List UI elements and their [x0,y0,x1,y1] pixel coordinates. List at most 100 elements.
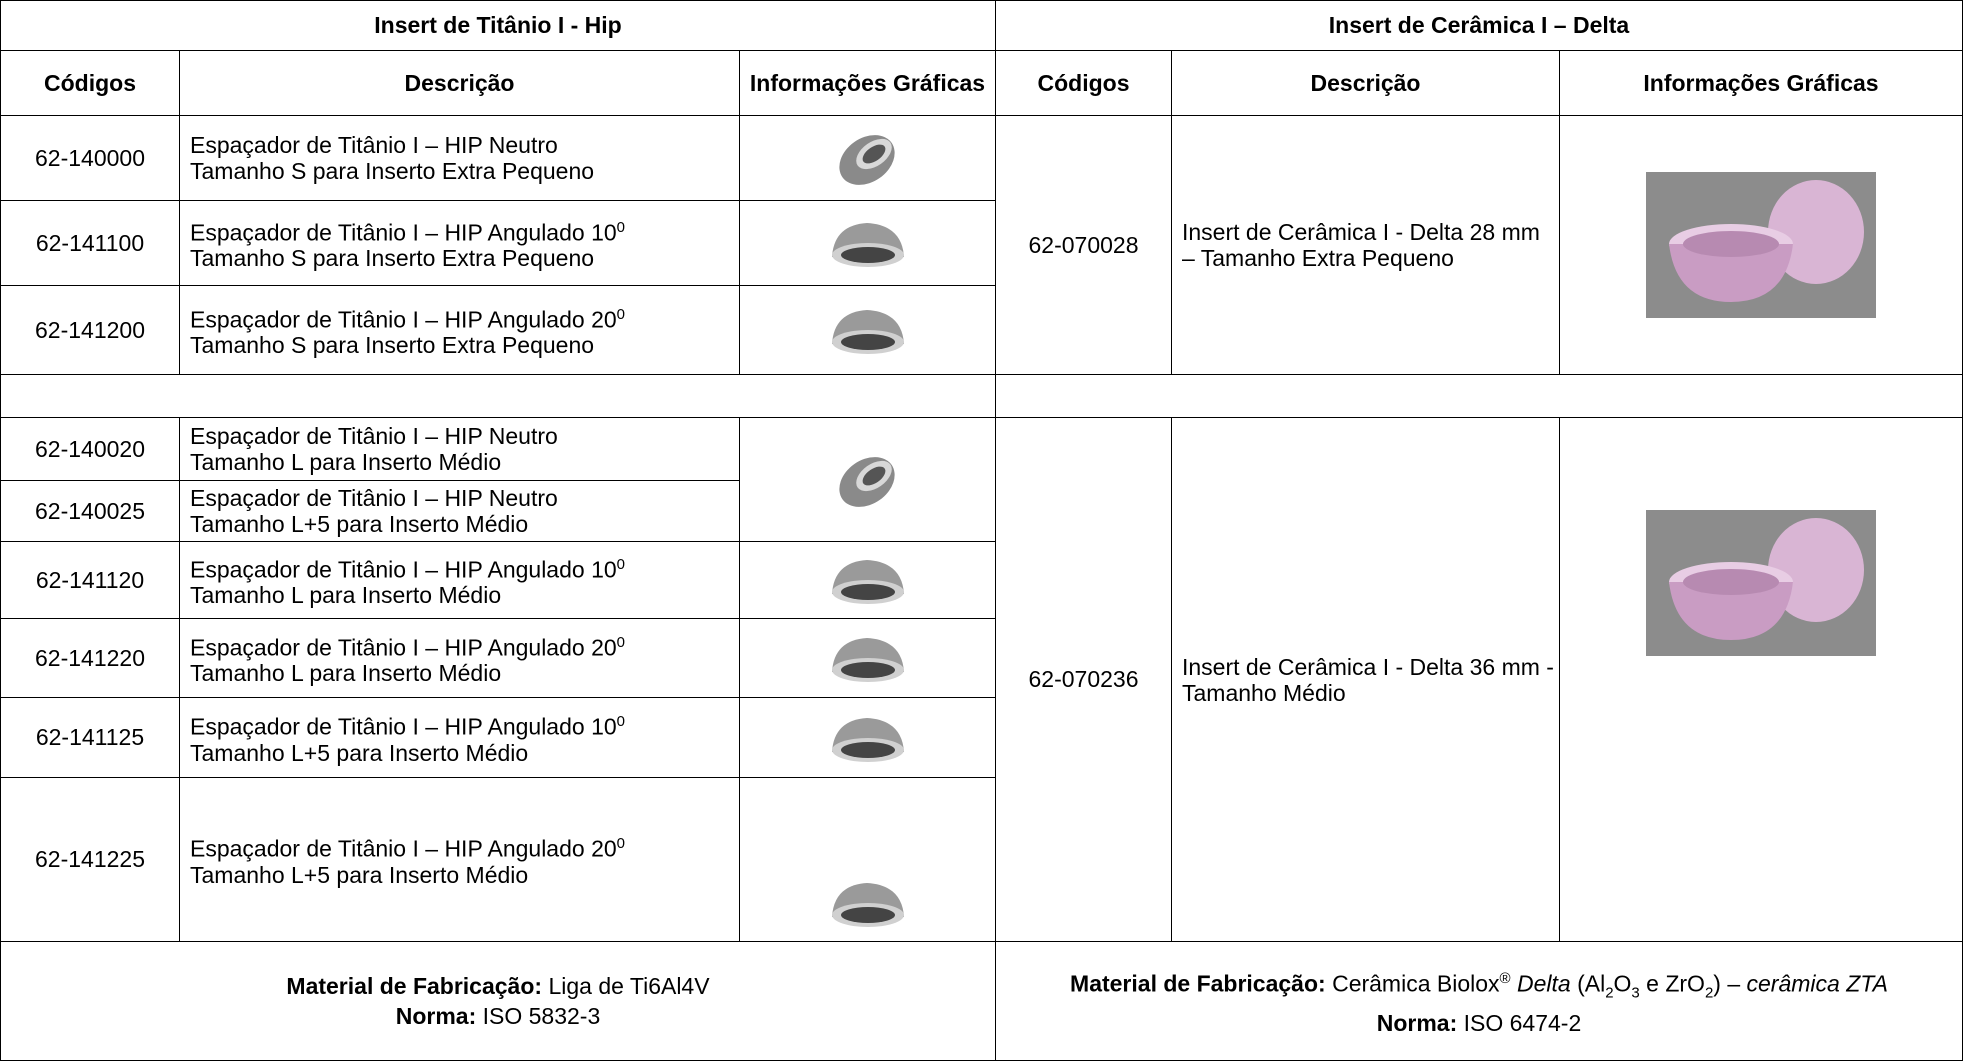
code-cell: 62-141120 [0,541,180,619]
footer-text: cerâmica ZTA [1746,970,1888,997]
header-text: Informações Gráficas [749,70,986,96]
footer-text: (Al [1570,970,1606,997]
spacer-row [995,374,1963,418]
description-line: Tamanho S para Inserto Extra Pequeno [190,158,595,184]
image-cell [739,285,996,375]
footer-line: Material de Fabricação: Cerâmica Biolox®… [1070,964,1888,1008]
description-line: Espaçador de Titânio I – HIP Neutro [190,132,558,158]
description-cell: Espaçador de Titânio I – HIP Neutro Taman… [179,115,740,201]
footer-text: Norma: [1376,1010,1458,1037]
header-text: Códigos [1037,69,1130,96]
superscript: 0 [616,218,626,236]
description-line: Espaçador de Titânio I – HIP Neutro [190,485,558,511]
footer-line: Norma: ISO 6474-2 [1377,1008,1582,1038]
image-cell [1559,417,1963,942]
description-line: Espaçador de Titânio I – HIP Angulado 20 [190,835,617,862]
footer-text: ISO 6474-2 [1457,1010,1582,1037]
description: Insert de Cerâmica I - Delta 28 mm – Tam… [1182,219,1540,271]
code: 62-140025 [35,497,145,524]
superscript: 0 [616,555,626,573]
footer-text: Liga de Ti6Al4V [542,973,710,999]
footer-cell: Material de Fabricação: Liga de Ti6Al4V N… [0,941,996,1061]
table-title: Insert de Cerâmica I – Delta [995,0,1963,51]
spacer-image [831,310,904,354]
description: Espaçador de Titânio I – HIP Angulado 20… [190,630,625,687]
column-header: Informações Gráficas [739,50,996,116]
description-cell: Espaçador de Titânio I – HIP Neutro Taman… [179,417,740,481]
description: Espaçador de Titânio I – HIP Angulado 20… [190,302,625,359]
column-header: Códigos [995,50,1172,116]
footer-text: Delta [1516,970,1571,997]
description: Espaçador de Titânio I – HIP Angulado 20… [190,831,625,888]
code-cell: 62-141225 [0,777,180,942]
header-text: Informações Gráficas [1643,69,1879,96]
description-line: Tamanho S para Inserto Extra Pequeno [190,245,595,272]
description: Insert de Cerâmica I - Delta 36 mm - Tam… [1182,653,1554,706]
description-cell: Espaçador de Titânio I – HIP Angulado 10… [179,541,740,619]
code-cell: 62-140000 [0,115,180,201]
code: 62-070236 [1028,666,1139,692]
image-cell [1559,115,1963,375]
description-cell: Insert de Cerâmica I - Delta 28 mm – Tam… [1171,115,1560,375]
column-header: Códigos [0,50,180,116]
image-cell [739,618,996,698]
description-cell: Espaçador de Titânio I – HIP Angulado 10… [179,200,740,286]
description-line: Tamanho L para Inserto Médio [190,449,502,475]
description: Espaçador de Titânio I – HIP Neutro Taman… [190,485,558,537]
footer-text: Material de Fabricação: [1070,970,1326,997]
code: 62-140000 [35,144,145,171]
code: 62-141100 [35,229,145,256]
code: 62-141120 [35,566,145,593]
superscript: 0 [616,835,626,853]
ceramic-image [1646,510,1876,656]
code: 62-140020 [35,435,145,462]
column-header: Descrição [179,50,740,116]
code: 62-141200 [35,316,145,343]
footer-text: ISO 5832-3 [476,1003,601,1029]
description-cell: Espaçador de Titânio I – HIP Angulado 20… [179,777,740,942]
header-text: Descrição [404,70,515,96]
description: Espaçador de Titânio I – HIP Neutro Taman… [190,423,558,475]
table-title: Insert de Titânio I - Hip [0,0,996,51]
description-line: Espaçador de Titânio I – HIP Angulado 10 [190,556,617,583]
column-header: Descrição [1171,50,1560,116]
footer-line: Material de Fabricação: Liga de Ti6Al4V [286,971,709,1001]
superscript: 0 [616,305,626,323]
description-cell: Espaçador de Titânio I – HIP Neutro Taman… [179,480,740,542]
header-text: Descrição [1310,69,1421,96]
image-cell [739,200,996,286]
code-cell: 62-070028 [995,115,1172,375]
footer-text: Norma: [395,1003,477,1029]
code-cell: 62-070236 [995,417,1172,942]
code-cell: 62-141200 [0,285,180,375]
footer-cell: Material de Fabricação: Cerâmica Biolox®… [995,941,1963,1061]
footer-text: ) – [1713,970,1747,997]
description-cell: Espaçador de Titânio I – HIP Angulado 20… [179,285,740,375]
footer-text: O [1613,970,1632,997]
footer-line: Norma: ISO 5832-3 [396,1001,601,1031]
image-cell [739,417,996,542]
description-cell: Insert de Cerâmica I - Delta 36 mm - Tam… [1171,417,1560,942]
title-text: Insert de Titânio I - Hip [374,12,622,38]
description: Espaçador de Titânio I – HIP Angulado 10… [190,709,625,766]
spacer-image [838,135,895,185]
image-cell [739,777,996,942]
image-cell [739,541,996,619]
footer-text: Cerâmica Biolox [1325,970,1500,997]
ceramic-image [1646,172,1876,318]
description: Espaçador de Titânio I – HIP Angulado 10… [190,552,625,609]
header-text: Códigos [44,70,136,96]
spacer-row [0,374,996,418]
code-cell: 62-141220 [0,618,180,698]
description: Espaçador de Titânio I – HIP Angulado 10… [190,215,625,272]
description-line: Tamanho L+5 para Inserto Médio [190,739,529,766]
title-text: Insert de Cerâmica I – Delta [1328,12,1630,38]
superscript: 0 [616,633,626,651]
description-line: Tamanho L para Inserto Médio [190,660,502,687]
footer-text: 2 [1605,984,1614,1002]
description-line: Tamanho S para Inserto Extra Pequeno [190,332,595,359]
spacer-image [831,223,904,267]
code-cell: 62-141125 [0,697,180,778]
spacer-image [831,883,904,927]
